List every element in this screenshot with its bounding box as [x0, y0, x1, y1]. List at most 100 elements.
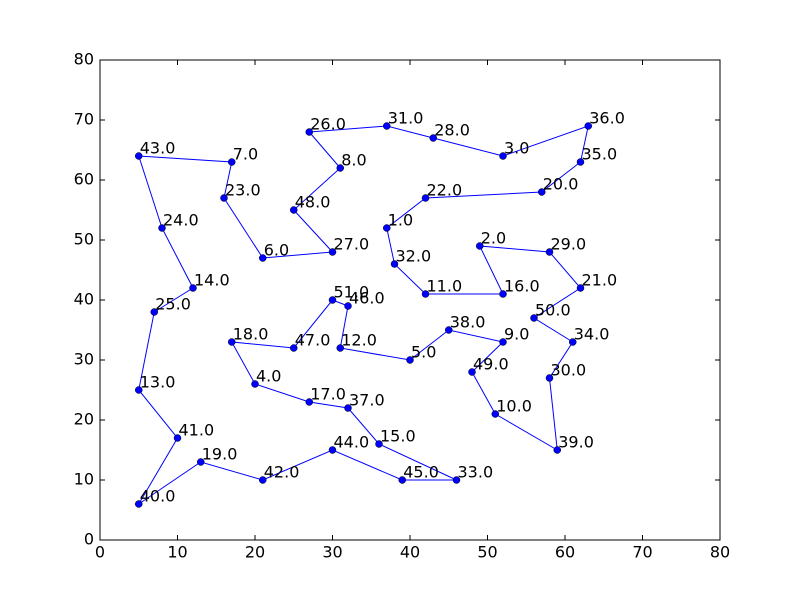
point [251, 380, 259, 388]
point [158, 224, 166, 232]
point [328, 446, 337, 454]
point-label: 50.0 [535, 301, 571, 320]
point [398, 476, 406, 484]
point-label: 20.0 [543, 175, 579, 194]
point-label: 32.0 [396, 247, 432, 266]
point-label: 3.0 [504, 139, 529, 158]
point [336, 164, 344, 172]
point [538, 188, 546, 196]
point-label: 45.0 [403, 463, 439, 482]
point-label: 23.0 [225, 181, 261, 200]
point-label: 1.0 [388, 211, 413, 230]
point-label: 33.0 [458, 463, 494, 482]
point [305, 128, 313, 136]
point-label: 8.0 [341, 151, 366, 170]
y-tick-label: 10 [74, 470, 94, 489]
point-label: 40.0 [140, 487, 176, 506]
point-label: 13.0 [140, 373, 176, 392]
point [445, 326, 453, 334]
point [452, 476, 461, 484]
point-label: 44.0 [334, 433, 370, 452]
point [429, 134, 437, 142]
point [390, 260, 399, 268]
x-tick-label: 70 [632, 543, 652, 562]
point [336, 344, 344, 352]
point-label: 10.0 [496, 397, 532, 416]
point [545, 374, 554, 382]
point [220, 194, 228, 202]
point-label: 17.0 [310, 385, 346, 404]
x-tick-label: 0 [95, 543, 105, 562]
point [421, 194, 430, 202]
point-label: 25.0 [155, 295, 191, 314]
point [468, 368, 476, 376]
point-label: 49.0 [473, 355, 509, 374]
point-label: 14.0 [194, 271, 230, 290]
point-label: 47.0 [295, 331, 331, 350]
plot-frame [99, 59, 721, 541]
point-label: 34.0 [574, 325, 610, 344]
point-label: 28.0 [434, 121, 470, 140]
point [228, 338, 236, 346]
point [530, 314, 538, 322]
point-label: 15.0 [380, 427, 416, 446]
point-label: 51.0 [334, 283, 370, 302]
y-tick-label: 0 [84, 530, 94, 549]
point [259, 254, 267, 262]
point-label: 6.0 [264, 241, 289, 260]
point [576, 284, 585, 292]
y-tick-label: 50 [74, 230, 94, 249]
point [197, 458, 205, 466]
x-tick-label: 30 [322, 543, 342, 562]
point [553, 446, 561, 454]
x-tick-label: 20 [245, 543, 265, 562]
point [135, 152, 143, 160]
y-tick-label: 80 [74, 50, 94, 69]
point [189, 284, 197, 292]
point [344, 302, 352, 310]
point [491, 410, 499, 418]
point-label: 11.0 [427, 277, 463, 296]
point-label: 4.0 [256, 367, 281, 386]
x-tick-label: 10 [167, 543, 187, 562]
point-label: 19.0 [202, 445, 238, 464]
y-tick-label: 40 [74, 290, 94, 309]
point [150, 308, 158, 316]
point [499, 152, 507, 160]
y-tick-label: 70 [74, 110, 94, 129]
x-tick-label: 50 [477, 543, 497, 562]
point [328, 248, 337, 256]
point-label: 29.0 [551, 235, 587, 254]
point-label: 42.0 [264, 463, 300, 482]
point-label: 7.0 [233, 145, 258, 164]
point-label: 2.0 [481, 229, 506, 248]
point [383, 122, 391, 130]
point-label: 46.0 [349, 289, 385, 308]
point-label: 48.0 [295, 193, 331, 212]
point [135, 500, 143, 508]
point-label: 30.0 [551, 361, 587, 380]
x-tick-label: 40 [400, 543, 420, 562]
point-label: 35.0 [582, 145, 618, 164]
y-tick-label: 60 [74, 170, 94, 189]
point [383, 224, 391, 232]
point [259, 476, 267, 484]
point-label: 36.0 [589, 109, 625, 128]
point [499, 290, 507, 298]
point-label: 12.0 [341, 331, 377, 350]
point [135, 386, 143, 394]
point [173, 434, 182, 442]
point [499, 338, 507, 346]
x-tick-label: 60 [555, 543, 575, 562]
point [584, 122, 592, 130]
point [290, 344, 298, 352]
point-label: 5.0 [411, 343, 436, 362]
point [576, 158, 585, 166]
point [328, 296, 337, 304]
point [228, 158, 236, 166]
point-label: 38.0 [450, 313, 486, 332]
point [290, 206, 298, 214]
point-label: 21.0 [582, 271, 618, 290]
point [406, 356, 414, 364]
